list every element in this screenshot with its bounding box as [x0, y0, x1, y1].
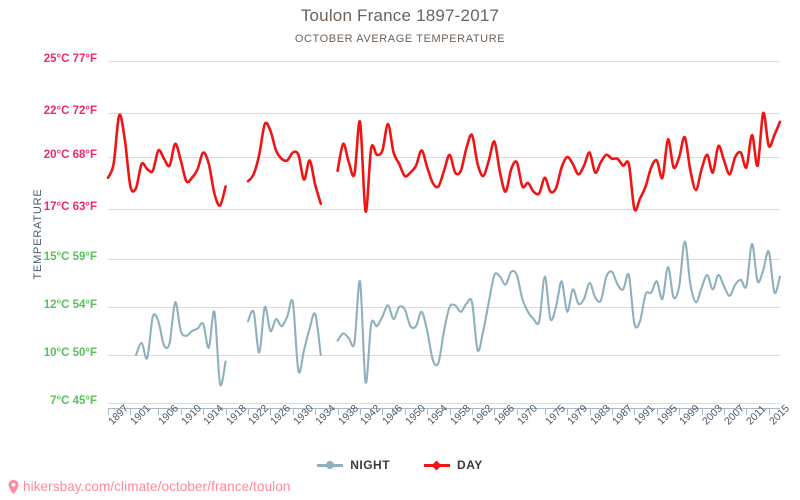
x-axis-tick	[679, 408, 681, 415]
gridline	[108, 259, 780, 260]
x-axis-tick	[449, 408, 451, 415]
chart-subtitle: OCTOBER AVERAGE TEMPERATURE	[294, 33, 506, 45]
y-axis-tick-label: 10°C 50°F	[43, 347, 97, 359]
x-axis-tick	[589, 408, 591, 415]
x-axis-tick	[494, 408, 496, 415]
x-axis-tick	[360, 408, 361, 415]
x-axis-tick	[180, 408, 182, 415]
night-series-marker-icon	[317, 460, 344, 470]
x-axis-tick	[472, 408, 473, 415]
x-axis-tick	[270, 408, 272, 415]
series-line-night	[336, 240, 782, 384]
y-axis-tick-label: 17°C 63°F	[43, 201, 97, 213]
x-axis-tick	[108, 408, 109, 415]
y-axis-tick-label: 7°C 45°F	[50, 395, 97, 407]
x-axis-tick	[248, 408, 249, 415]
x-axis-tick	[404, 408, 406, 415]
chart-legend: NIGHT DAY	[0, 458, 800, 472]
series-line-day	[106, 113, 227, 207]
legend-item-night[interactable]: NIGHT	[317, 458, 390, 472]
x-axis-tick	[701, 408, 703, 415]
series-line-day	[246, 121, 323, 206]
x-axis-tick	[567, 408, 569, 415]
x-axis-tick	[158, 408, 160, 415]
x-axis-line	[108, 408, 780, 409]
gridline	[108, 307, 780, 308]
y-axis-tick-label: 15°C 59°F	[43, 251, 97, 263]
legend-item-day[interactable]: DAY	[424, 458, 483, 472]
x-axis-tick	[724, 408, 725, 415]
legend-label-day: DAY	[457, 458, 483, 472]
gridline	[108, 61, 780, 62]
source-link[interactable]: hikersbay.com/climate/october/france/tou…	[8, 479, 290, 494]
y-axis-tick-label: 22°C 72°F	[43, 105, 97, 117]
series-line-night	[134, 301, 227, 387]
gridline	[108, 113, 780, 114]
page-title: Toulon France 1897-2017	[300, 6, 500, 25]
y-axis-tick-label: 25°C 77°F	[43, 53, 97, 65]
x-axis-tick	[746, 408, 748, 415]
x-axis-tick	[203, 408, 205, 415]
x-axis-tick	[768, 408, 770, 415]
x-axis-tick	[130, 408, 132, 415]
y-axis-tick-label: 20°C 68°F	[43, 149, 97, 161]
series-line-night	[246, 299, 322, 374]
source-url: hikersbay.com/climate/october/france/tou…	[23, 479, 291, 494]
location-pin-icon	[8, 479, 19, 494]
gridline	[108, 355, 780, 356]
x-axis-tick	[315, 408, 317, 415]
day-series-marker-icon	[424, 460, 451, 470]
x-axis-tick	[516, 408, 518, 415]
x-axis-tick	[427, 408, 429, 415]
series-line-day	[336, 111, 782, 213]
gridline	[108, 157, 780, 158]
x-axis-tick	[656, 408, 658, 415]
x-axis-tick	[612, 408, 613, 415]
x-axis-tick	[382, 408, 384, 415]
gridline	[108, 403, 780, 404]
x-axis-tick	[292, 408, 294, 415]
y-axis-tick-label: 12°C 54°F	[43, 299, 97, 311]
x-axis-tick	[634, 408, 636, 415]
plot-area	[108, 50, 780, 410]
x-axis-tick	[225, 408, 227, 415]
legend-label-night: NIGHT	[350, 458, 391, 472]
gridline	[108, 209, 780, 210]
x-axis-tick	[544, 408, 546, 415]
x-axis-tick	[337, 408, 339, 415]
